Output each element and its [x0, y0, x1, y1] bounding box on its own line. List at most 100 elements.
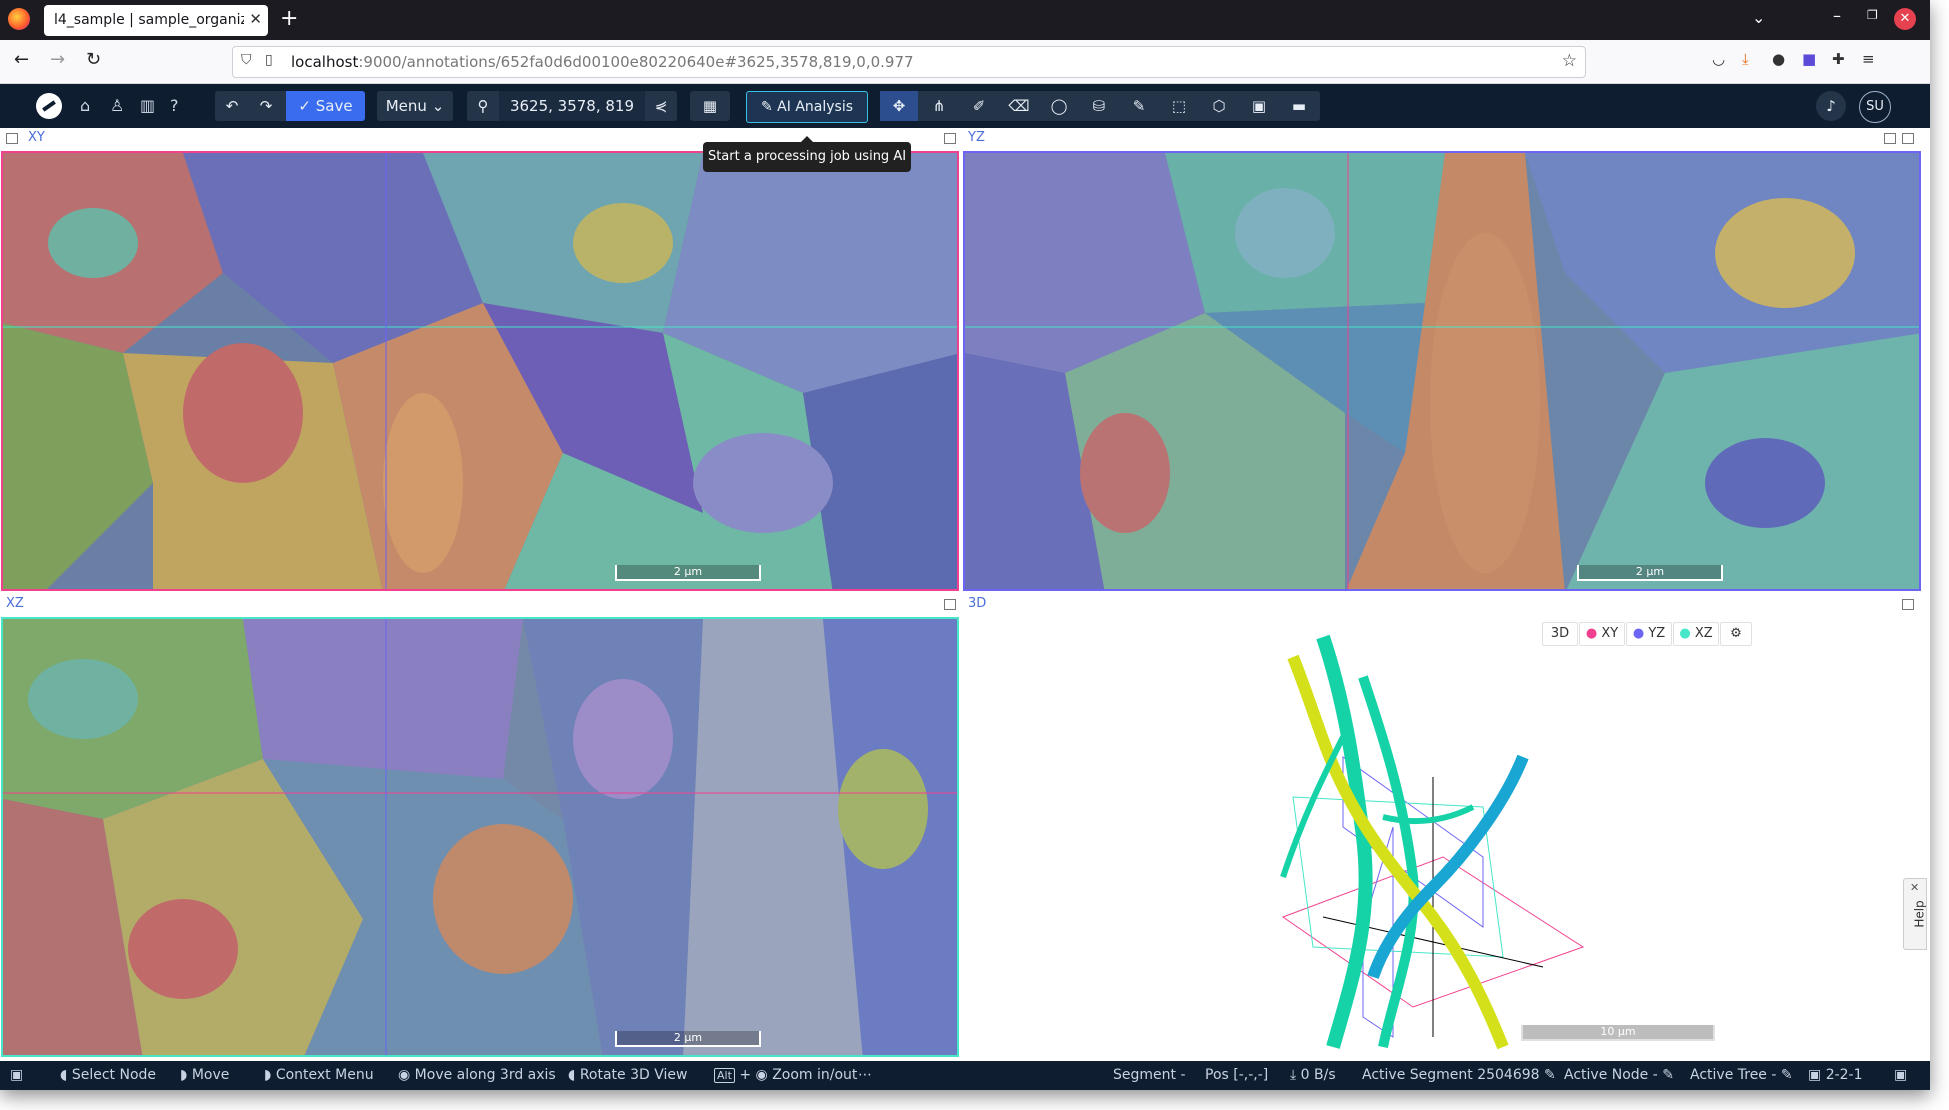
shield-icon[interactable]: ⛉	[241, 52, 252, 68]
users-icon[interactable]: ♙	[110, 96, 125, 115]
context-menu-hint: ◗ Context Menu	[264, 1067, 374, 1083]
yz-scale-bar: 2 µm	[1577, 565, 1723, 581]
reload-icon[interactable]: ↻	[86, 49, 102, 70]
app-menu-icon[interactable]: ≡	[1862, 50, 1875, 68]
td-viewport[interactable]: 3D ● XY ● YZ ● XZ ⚙ 10 µm	[963, 617, 1921, 1057]
user-avatar[interactable]: SU	[1859, 91, 1891, 123]
restore-icon[interactable]: ❐	[1867, 8, 1878, 22]
td-scale-bar: 10 µm	[1521, 1025, 1715, 1041]
yz-maximize-icon[interactable]	[1884, 133, 1896, 144]
back-icon[interactable]: ←	[14, 49, 30, 70]
app-toolbar: ⌂ ♙ ▥ ? ↶ ↷ ✓ Save Menu ⌄ ⚲ 3625, 3578, …	[0, 84, 1930, 128]
mag-info: ▣ 2-2-1	[1808, 1067, 1863, 1083]
active-segment-info[interactable]: Active Segment 2504698 ✎	[1362, 1067, 1556, 1083]
more-hints-icon[interactable]: ⋯	[858, 1067, 872, 1083]
firefox-icon	[8, 8, 30, 30]
forward-icon[interactable]: →	[50, 49, 66, 70]
yz-viewport[interactable]: 2 µm	[963, 151, 1921, 591]
help-label: Help	[1912, 900, 1927, 928]
active-tree-info[interactable]: Active Tree - ✎	[1690, 1067, 1793, 1083]
home-icon[interactable]: ⌂	[80, 96, 91, 115]
extension-dark-icon[interactable]: ●	[1772, 50, 1786, 68]
menu-button[interactable]: Menu ⌄	[377, 91, 453, 121]
layout-grid-icon: ▦	[702, 97, 718, 115]
wheel-hint: ◉ Move along 3rd axis	[398, 1067, 556, 1083]
ai-tooltip: Start a processing job using AI	[703, 136, 911, 172]
xz-label: XZ	[6, 596, 24, 611]
list-tabs-icon[interactable]: ⌄	[1752, 8, 1766, 27]
show-yz-plane-toggle[interactable]: ● YZ	[1626, 622, 1672, 646]
url-text: localhost:9000/annotations/652fa0d6d0010…	[291, 53, 914, 71]
active-node-info[interactable]: Active Node - ✎	[1564, 1067, 1674, 1083]
xy-maximize-icon[interactable]	[944, 133, 956, 144]
browser-tab[interactable]: l4_sample | sample_organization ✕	[44, 5, 268, 36]
window-close-icon[interactable]: ✕	[1894, 8, 1916, 30]
viewport-area: XY YZ	[0, 128, 1930, 1061]
ai-analysis-button[interactable]: ✎ AI Analysis	[746, 91, 868, 123]
extensions-icon[interactable]: ✚	[1832, 50, 1845, 68]
bookmark-star-icon[interactable]: ☆	[1561, 51, 1577, 71]
tab-close-icon[interactable]: ✕	[249, 10, 262, 28]
tool-group: ✥ ⋔ ✐ ⌫ ◯ ⛁ ✎ ⬚ ⬡ ▣ ▬	[880, 91, 1320, 121]
bandwidth-info: ⤓ 0 B/s	[1290, 1067, 1336, 1083]
right-click-hint: ◗ Move	[180, 1067, 230, 1083]
picker-tool-icon[interactable]: ✎	[1132, 97, 1146, 115]
yz-label: YZ	[968, 130, 985, 145]
layout-button[interactable]: ▦	[690, 91, 730, 121]
xy-scale-bar: 2 µm	[615, 565, 761, 581]
proofreading-tool-icon[interactable]: ▣	[1251, 97, 1267, 115]
share-icon[interactable]: ⋞	[654, 97, 668, 115]
new-tab-icon[interactable]: +	[280, 6, 299, 31]
position-input[interactable]: 3625, 3578, 819	[499, 91, 645, 121]
url-bar[interactable]: ⛉ ▯ localhost:9000/annotations/652fa0d6d…	[232, 46, 1586, 78]
statistics-icon[interactable]: ▥	[140, 96, 156, 115]
pocket-icon[interactable]: ◡	[1712, 50, 1726, 68]
undo-button[interactable]: ↶	[225, 97, 239, 115]
xz-scale-bar: 2 µm	[615, 1031, 761, 1047]
td-scene	[1280, 634, 1585, 1050]
help-icon[interactable]: ?	[170, 96, 179, 115]
view-3d-button[interactable]: 3D	[1542, 622, 1578, 646]
save-button[interactable]: ✓ Save	[286, 91, 365, 121]
sidebar-toggle-icon[interactable]: ▣	[10, 1067, 24, 1083]
browser-window: l4_sample | sample_organization ✕ + ⌄ – …	[0, 0, 1930, 1090]
eraser-tool-icon[interactable]: ⌫	[1008, 97, 1030, 115]
position-group: ⚲ 3625, 3578, 819 ⋞	[467, 91, 677, 121]
xz-maximize-icon[interactable]	[944, 599, 956, 610]
yz-segmentation-image	[965, 153, 1919, 589]
extension-purple-icon[interactable]: ■	[1802, 50, 1817, 68]
notification-bell-icon[interactable]: ♪	[1816, 91, 1846, 121]
downloads-icon[interactable]: ⤓	[1742, 50, 1749, 68]
xy-viewport[interactable]: 2 µm	[1, 151, 959, 591]
tab-bar: l4_sample | sample_organization ✕ + ⌄ – …	[0, 0, 1930, 40]
skeleton-tool-icon[interactable]: ⋔	[932, 97, 946, 115]
redo-button[interactable]: ↷	[259, 97, 273, 115]
toggle-right-sidebar-icon[interactable]	[1902, 133, 1914, 144]
measure-tool-icon[interactable]: ▬	[1291, 97, 1307, 115]
settings-gear-icon[interactable]: ⚙	[1720, 622, 1752, 646]
history-group: ↶ ↷ ✓ Save	[215, 91, 365, 121]
xy-segmentation-image	[3, 153, 957, 589]
segment-info: Segment -	[1113, 1067, 1186, 1083]
right-sidebar-toggle-icon[interactable]: ▣	[1894, 1067, 1908, 1083]
minimize-icon[interactable]: –	[1833, 6, 1841, 25]
bounding-box-tool-icon[interactable]: ⬡	[1212, 97, 1226, 115]
webknossos-logo[interactable]	[36, 93, 62, 119]
nav-bar: ← → ↻ ⛉ ▯ localhost:9000/annotations/652…	[0, 40, 1930, 84]
help-close-icon[interactable]: ✕	[1910, 881, 1920, 894]
xz-viewport[interactable]: 2 µm	[1, 617, 959, 1057]
left-click-hint: ◖ Select Node	[60, 1067, 157, 1083]
page-icon[interactable]: ▯	[265, 52, 273, 68]
tab-title: l4_sample | sample_organization	[54, 12, 244, 28]
move-tool-icon[interactable]: ✥	[880, 91, 918, 121]
fill-tool-icon[interactable]: ⛁	[1092, 97, 1106, 115]
help-drawer-button[interactable]: ✕ Help	[1903, 878, 1927, 950]
show-xz-plane-toggle[interactable]: ● XZ	[1673, 622, 1719, 646]
lasso-tool-icon[interactable]: ◯	[1050, 97, 1068, 115]
td-maximize-icon[interactable]	[1902, 599, 1914, 610]
quick-select-tool-icon[interactable]: ⬚	[1171, 97, 1187, 115]
show-xy-plane-toggle[interactable]: ● XY	[1579, 622, 1625, 646]
pin-icon[interactable]: ⚲	[477, 97, 489, 115]
toggle-left-sidebar-icon[interactable]	[6, 133, 18, 144]
brush-tool-icon[interactable]: ✐	[972, 97, 986, 115]
